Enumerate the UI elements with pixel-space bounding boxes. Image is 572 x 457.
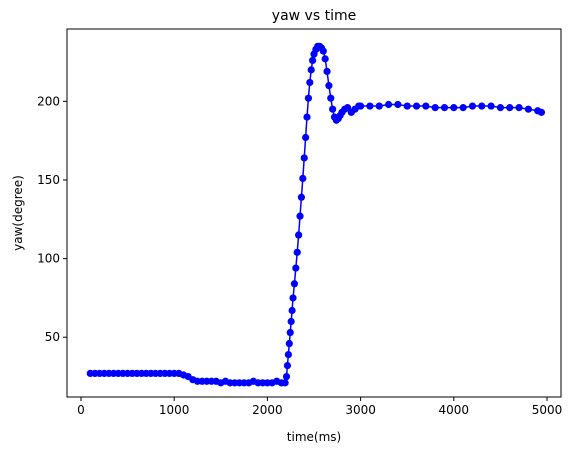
data-line [90, 45, 542, 384]
data-point [394, 100, 402, 109]
data-point [292, 264, 300, 272]
x-tick-label: 2000 [252, 403, 283, 417]
x-axis-label: time(ms) [287, 430, 341, 444]
data-point [295, 231, 303, 239]
y-tick-label: 100 [37, 252, 60, 266]
data-point [299, 174, 307, 183]
data-point [288, 306, 296, 315]
data-point [366, 102, 374, 110]
data-point [309, 56, 317, 65]
data-point [431, 104, 439, 112]
y-tick-label: 50 [45, 330, 60, 344]
data-point [478, 102, 486, 110]
data-point [287, 317, 295, 326]
data-point [384, 100, 393, 109]
x-tick-label: 1000 [159, 403, 190, 417]
data-point [329, 105, 337, 113]
data-point [283, 361, 292, 370]
data-point [300, 154, 308, 162]
data-point [284, 350, 292, 359]
y-axis-label: yaw(degree) [11, 175, 25, 251]
data-point [289, 294, 297, 302]
data-point [285, 339, 293, 348]
data-point [307, 66, 315, 74]
x-tick-label: 3000 [345, 403, 376, 417]
data-point [290, 280, 299, 288]
data-point [319, 47, 327, 55]
data-point [422, 102, 430, 110]
data-point [515, 104, 523, 112]
data-point [306, 78, 314, 87]
y-tick-label: 200 [37, 94, 60, 108]
plot-frame [66, 28, 562, 398]
data-point [302, 133, 310, 142]
data-point [496, 104, 505, 112]
x-tick-label: 4000 [439, 403, 470, 417]
data-point [487, 102, 495, 110]
y-tick-label: 150 [37, 173, 60, 187]
data-point [325, 82, 333, 90]
data-point [468, 102, 477, 110]
data-point [506, 104, 514, 112]
data-point [297, 193, 306, 201]
data-point [403, 102, 411, 110]
data-point [412, 102, 421, 110]
data-point [375, 102, 383, 110]
x-tick-label: 0 [77, 403, 85, 417]
x-tick-label: 5000 [532, 403, 563, 417]
data-point [304, 94, 313, 102]
data-point [537, 108, 546, 116]
data-point [440, 104, 449, 112]
data-point [357, 102, 365, 110]
data-point [293, 248, 301, 256]
data-point [286, 328, 294, 337]
chart-title: yaw vs time [272, 8, 356, 24]
data-point [282, 372, 291, 381]
data-point [327, 94, 335, 102]
data-point [524, 105, 532, 113]
data-point [450, 104, 458, 112]
data-point [323, 67, 331, 76]
data-point [459, 104, 467, 112]
data-point [303, 113, 311, 121]
data-point [321, 55, 329, 63]
data-point [296, 212, 304, 220]
data-point [281, 379, 289, 387]
